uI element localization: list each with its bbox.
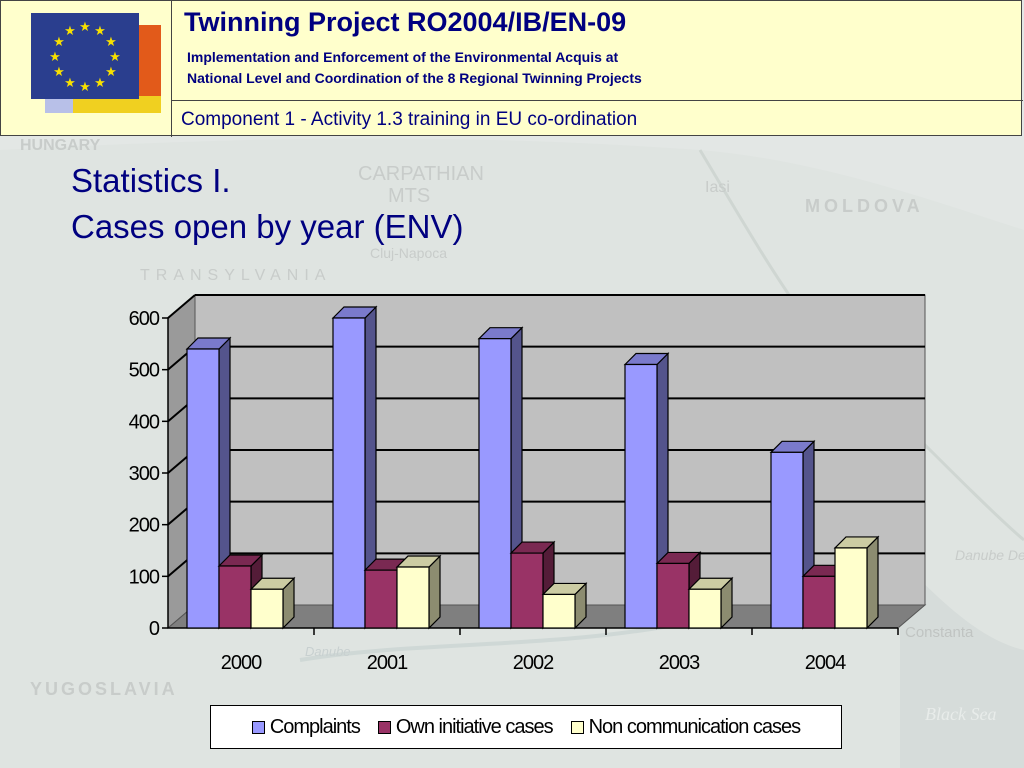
bar-own-initiative-2003	[656, 562, 690, 629]
map-label-yugoslavia: YUGOSLAVIA	[30, 679, 178, 699]
legend-swatch-non-communication	[570, 720, 584, 734]
eu-star-icon: ★	[79, 20, 91, 35]
map-label-carpathian: CARPATHIAN	[358, 163, 484, 185]
legend-swatch-own-initiative	[377, 720, 391, 734]
legend-item-own-initiative: Own initiative cases	[377, 715, 554, 739]
y-tick-label: 400	[129, 411, 160, 433]
header-banner: ★ ★ ★ ★ ★ ★ ★ ★ ★ ★ ★ ★ Twinning Project RO2004/IB/…	[0, 0, 1023, 137]
x-tick-label: 2000	[221, 652, 262, 674]
bar-complaints-2002	[478, 338, 512, 629]
component-caption: Component 1 - Activity 1.3 training in E…	[181, 109, 638, 130]
slide-title-line1: Statistics I.	[71, 162, 231, 199]
eu-star-icon: ★	[94, 24, 106, 39]
logo-cell: ★ ★ ★ ★ ★ ★ ★ ★ ★ ★ ★ ★	[1, 1, 172, 137]
legend-item-complaints: Complaints	[251, 715, 361, 739]
map-label-transylvania: TRANSYLVANIA	[140, 267, 331, 284]
bar-non-communication-2004	[834, 547, 868, 629]
chart-legend: Complaints Own initiative cases Non comm…	[210, 705, 842, 749]
eu-star-icon: ★	[64, 76, 76, 91]
bar-non-communication-2004-side	[866, 535, 879, 630]
legend-item-non-communication: Non communication cases	[570, 715, 802, 739]
eu-star-icon: ★	[105, 35, 117, 50]
legend-label-non-communication: Non communication cases	[588, 715, 802, 738]
eu-star-icon: ★	[53, 65, 65, 80]
y-tick-label: 200	[129, 515, 160, 537]
eu-flag-logo: ★ ★★★★★★★★★★★	[31, 13, 161, 113]
legend-label-complaints: Complaints	[269, 715, 361, 738]
map-label-black-sea: Black Sea	[925, 704, 996, 724]
y-tick-label: 100	[129, 566, 160, 588]
eu-star-icon: ★	[105, 65, 117, 80]
eu-star-icon: ★	[49, 50, 61, 65]
bar-own-initiative-2004	[802, 575, 836, 629]
x-tick-label: 2002	[513, 652, 554, 674]
y-tick-label: 500	[129, 360, 160, 382]
bar-non-communication-2000	[250, 588, 284, 629]
y-tick-label: 300	[129, 463, 160, 485]
map-label-danube: Danube	[305, 644, 351, 659]
map-label-hungary: HUNGARY	[20, 137, 101, 154]
slide-title-line2: Cases open by year (ENV)	[71, 208, 464, 245]
bar-own-initiative-2001	[364, 569, 398, 629]
bar-own-initiative-2002	[510, 552, 544, 629]
eu-star-icon: ★	[94, 76, 106, 91]
bar-non-communication-2002	[542, 593, 576, 629]
header-divider	[172, 100, 1023, 101]
legend-swatch-complaints	[251, 720, 265, 734]
map-label-danube-delta: Danube Delta	[955, 547, 1024, 563]
map-label-cluj: Cluj-Napoca	[370, 245, 447, 261]
project-subtitle-line2: National Level and Coordination of the 8…	[187, 70, 642, 86]
gridline-diagonal	[167, 294, 196, 319]
x-tick-label: 2001	[367, 652, 408, 674]
project-title: Twinning Project RO2004/IB/EN-09	[184, 7, 627, 37]
x-tick-label: 2004	[805, 652, 846, 674]
legend-label-own-initiative: Own initiative cases	[395, 715, 554, 738]
project-subtitle-line1: Implementation and Enforcement of the En…	[187, 49, 619, 65]
bar-chart: 0 100 200 300 400 500 600 2000 2001 2002 2003 2004	[129, 293, 927, 674]
x-tick-label: 2003	[659, 652, 700, 674]
map-label-moldova: MOLDOVA	[805, 196, 924, 216]
eu-star-icon: ★	[109, 50, 121, 65]
map-label-constanta: Constanta	[905, 624, 974, 641]
bar-complaints-2003	[624, 363, 658, 629]
map-label-iasi: Iasi	[705, 179, 730, 196]
bar-complaints-2000	[186, 348, 220, 629]
bar-non-communication-2001-side	[428, 554, 441, 630]
eu-star-icon: ★	[53, 35, 65, 50]
bar-non-communication-2001	[396, 566, 430, 629]
y-tick-label: 0	[149, 618, 160, 640]
eu-star-icon: ★	[79, 80, 91, 95]
bar-complaints-2001	[332, 317, 366, 629]
eu-star-icon: ★	[64, 24, 76, 39]
bar-complaints-2004	[770, 451, 804, 629]
bar-own-initiative-2000	[218, 565, 252, 629]
y-tick-label: 600	[129, 308, 160, 330]
map-label-mts: MTS	[388, 185, 430, 207]
bar-non-communication-2003	[688, 588, 722, 629]
